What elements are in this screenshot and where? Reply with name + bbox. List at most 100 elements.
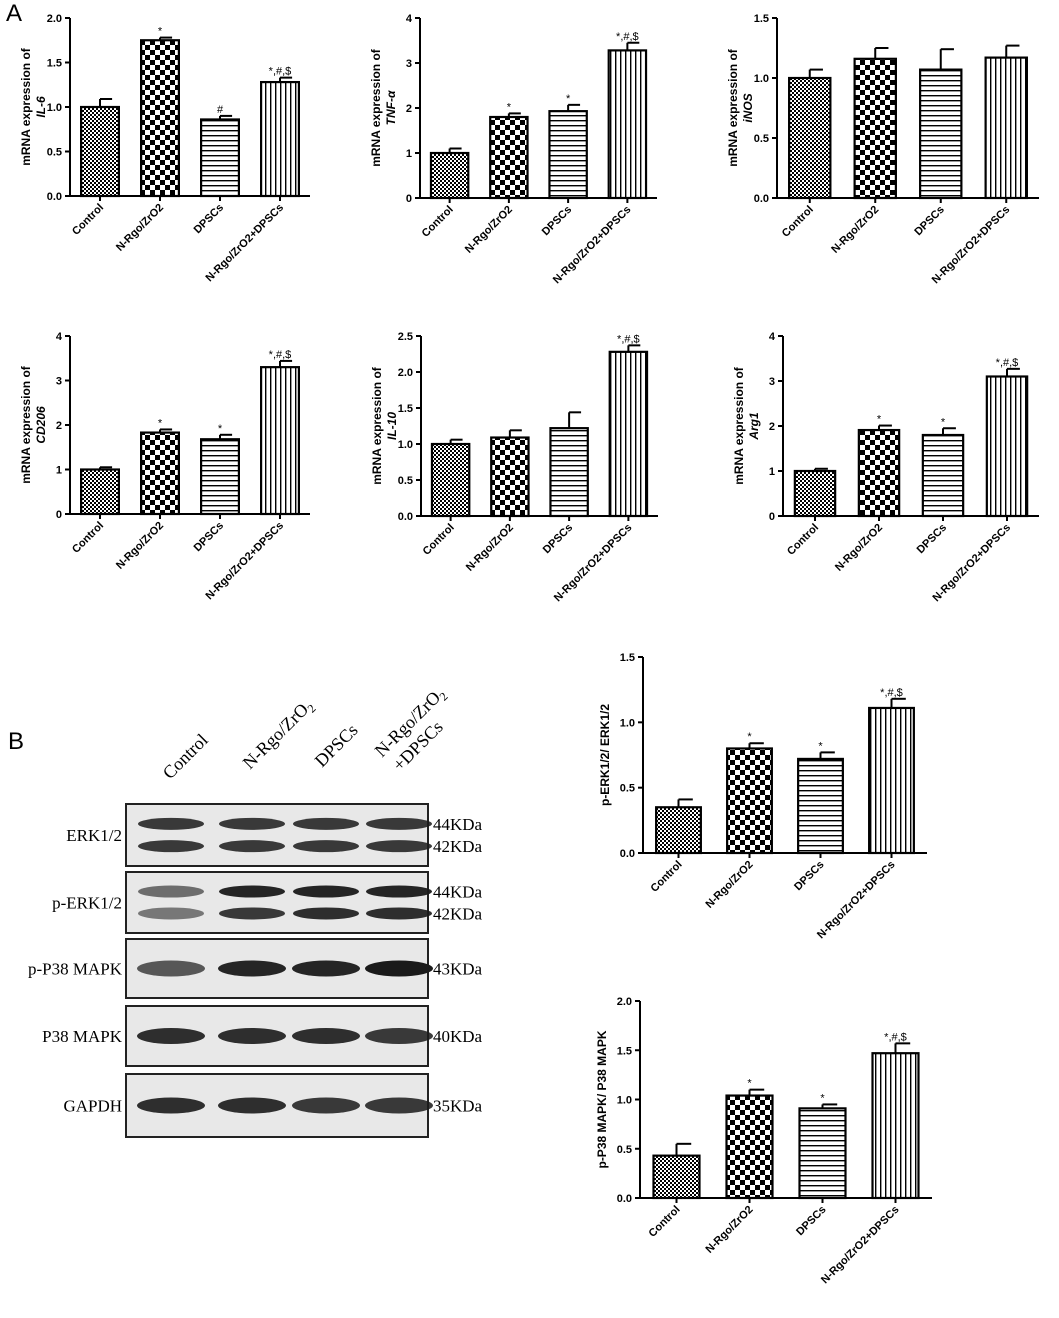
bar <box>489 115 529 200</box>
y-tick-label: 1.5 <box>47 58 62 70</box>
bar <box>79 468 120 516</box>
blot-row-label: P38 MAPK <box>42 1027 123 1046</box>
x-tick-label: DPSCs <box>541 522 575 556</box>
bar <box>871 1052 920 1200</box>
significance-label: * <box>507 101 512 113</box>
y-tick-label: 1.0 <box>617 1095 632 1107</box>
band <box>293 817 359 830</box>
significance-label: *,#,$ <box>996 357 1019 369</box>
y-tick-label: 1.5 <box>620 652 635 664</box>
y-tick-label: 1.5 <box>754 13 769 25</box>
band <box>365 960 433 977</box>
significance-label: * <box>747 1078 752 1090</box>
y-tick-label: 0 <box>406 193 412 205</box>
blot-row-label: ERK1/2 <box>66 826 122 845</box>
bar <box>79 105 120 198</box>
y-axis-gene-label: CD206 <box>34 406 48 444</box>
y-tick-label: 1.0 <box>398 439 413 451</box>
bar-chart-5: 0.0 0.5 1.0 1.5 2.0 2.5 mRNA expression of IL-1… <box>370 331 658 604</box>
band <box>219 907 285 920</box>
bar-chart-8: 0.0 0.5 1.0 1.5 2.0 p-P38 MAPK/ P38 MAPK Contr… <box>595 996 932 1286</box>
lane-label-subscript: 2 <box>304 701 318 715</box>
y-tick-label: 0.5 <box>620 783 635 795</box>
y-tick-label: 0.0 <box>754 193 769 205</box>
bar <box>788 76 832 200</box>
band <box>138 817 204 830</box>
bar <box>652 1154 701 1200</box>
y-tick-label: 0.5 <box>754 133 769 145</box>
significance-label: * <box>747 731 752 743</box>
band <box>366 840 432 853</box>
y-tick-label: 1.5 <box>398 403 413 415</box>
bar <box>919 68 963 200</box>
bar-chart-6: 0 1 2 3 4 mRNA expression of Arg1 Control * N-Rgo… <box>732 331 1039 604</box>
kda-label: 35KDa <box>433 1097 483 1116</box>
band <box>292 960 360 977</box>
y-axis-gene-label: iNOS <box>741 93 755 122</box>
y-axis-gene-label: IL-6 <box>34 96 48 118</box>
band <box>138 885 204 898</box>
significance-label: *,#,$ <box>269 349 292 361</box>
y-tick-label: 1.0 <box>620 717 635 729</box>
lane-label: DPSCs <box>311 720 362 771</box>
x-tick-label: Control <box>648 859 684 895</box>
y-tick-label: 1 <box>56 465 62 477</box>
bar <box>490 436 530 518</box>
y-axis-gene-label: Arg1 <box>747 412 761 441</box>
band <box>137 1028 205 1044</box>
x-tick-label: DPSCs <box>192 202 226 236</box>
y-tick-label: 0.0 <box>47 191 62 203</box>
x-tick-label: DPSCs <box>192 520 226 554</box>
kda-label: 42KDa <box>433 837 483 856</box>
band <box>218 1097 286 1114</box>
x-tick-label: N-Rgo/ZrO2 <box>703 859 755 911</box>
bar <box>607 49 648 200</box>
band <box>219 885 285 898</box>
x-tick-label: Control <box>780 204 816 240</box>
band <box>366 885 432 898</box>
x-tick-label: DPSCs <box>792 859 826 893</box>
y-tick-label: 2.0 <box>398 367 413 379</box>
x-tick-label: N-Rgo/ZrO2 <box>114 202 166 254</box>
bar-chart-1: 0.0 0.5 1.0 1.5 2.0 mRNA expression of IL-6 Con… <box>19 13 310 284</box>
y-axis-label: mRNA expression of <box>370 366 384 485</box>
y-tick-label: 4 <box>406 13 413 25</box>
kda-label: 42KDa <box>433 904 483 923</box>
lane-label-subscript: 2 <box>436 689 450 703</box>
x-tick-label: N-Rgo/ZrO2+DPSCs <box>815 859 898 942</box>
x-tick-label: DPSCs <box>912 204 946 238</box>
significance-label: * <box>566 93 571 105</box>
y-tick-label: 0.0 <box>398 511 413 523</box>
significance-label: # <box>217 104 224 116</box>
band <box>293 907 359 920</box>
significance-label: *,#,$ <box>269 66 292 78</box>
y-axis-label: mRNA expression of <box>726 48 740 167</box>
significance-label: * <box>820 1092 825 1104</box>
bar <box>608 350 649 518</box>
bar <box>985 375 1029 518</box>
y-tick-label: 0.0 <box>620 848 635 860</box>
band <box>365 1028 433 1044</box>
bar <box>429 151 470 200</box>
bar-chart-7: 0.0 0.5 1.0 1.5 p-ERK1/2/ ERK1/2 Control * N-Rg… <box>598 652 927 941</box>
x-tick-label: Control <box>420 204 456 240</box>
band <box>138 907 204 920</box>
y-tick-label: 2.0 <box>47 13 62 25</box>
y-tick-label: 3 <box>406 58 412 70</box>
bar <box>726 747 773 855</box>
lane-label: N-Rgo/ZrO2 <box>239 695 319 775</box>
significance-label: * <box>218 423 223 435</box>
x-tick-label: DPSCs <box>540 204 574 238</box>
bar <box>549 427 589 518</box>
lane-label: Control <box>159 730 212 783</box>
significance-label: * <box>877 414 882 426</box>
band <box>219 817 285 830</box>
x-tick-label: N-Rgo/ZrO2 <box>833 522 885 574</box>
kda-label: 40KDa <box>433 1027 483 1046</box>
y-tick-label: 0 <box>56 509 62 521</box>
significance-label: * <box>818 740 823 752</box>
y-tick-label: 0.5 <box>617 1144 632 1156</box>
band <box>365 1097 433 1114</box>
kda-label: 44KDa <box>433 883 483 902</box>
band <box>218 960 286 977</box>
